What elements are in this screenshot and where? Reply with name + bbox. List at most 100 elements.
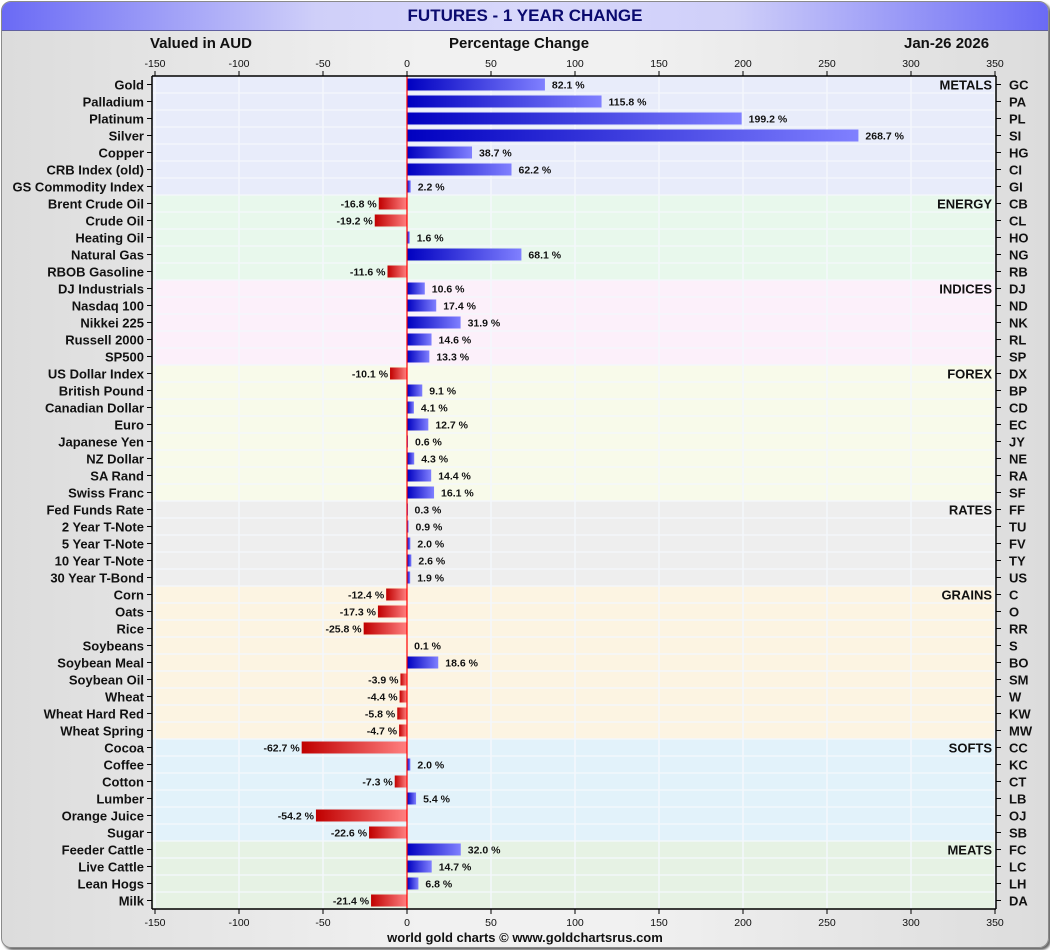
ticker-code: DX <box>1009 367 1027 382</box>
x-tick-label-top: 250 <box>818 58 836 70</box>
category-label: Wheat Hard Red <box>44 707 144 722</box>
bar-si <box>407 129 859 142</box>
data-label-nk: 31.9 % <box>468 318 501 330</box>
ticker-code: ND <box>1009 299 1028 314</box>
x-tick-label-bottom: 250 <box>818 917 836 929</box>
group-label-energy: ENERGY <box>937 197 992 212</box>
data-label-gc: 82.1 % <box>552 80 585 92</box>
ticker-code: SP <box>1009 350 1027 365</box>
x-tick-label-top: -50 <box>315 58 330 70</box>
bar-cd <box>407 401 414 414</box>
bar-fv <box>407 537 411 550</box>
ticker-code: CL <box>1009 214 1026 229</box>
bar-ng <box>407 248 522 261</box>
ticker-code: LB <box>1009 792 1026 807</box>
bar-w <box>399 690 407 703</box>
x-tick-label-bottom: 50 <box>485 917 497 929</box>
bar-nk <box>407 316 461 329</box>
bar-lh <box>407 877 419 890</box>
bar-fc <box>407 843 461 856</box>
group-band-rates <box>152 501 996 586</box>
bar-ec <box>407 418 429 431</box>
bar-ty <box>407 554 412 567</box>
group-band-energy <box>152 195 996 280</box>
group-label-grains: GRAINS <box>941 588 992 603</box>
bar-ci <box>407 163 512 176</box>
ticker-code: C <box>1009 588 1019 603</box>
category-label: 10 Year T-Note <box>55 554 144 569</box>
category-label: Crude Oil <box>85 214 144 229</box>
data-label-ng: 68.1 % <box>528 250 561 262</box>
ticker-code: RR <box>1009 622 1028 637</box>
category-label: US Dollar Index <box>48 367 145 382</box>
data-label-rb: -11.6 % <box>350 267 386 279</box>
ticker-code: LC <box>1009 860 1027 875</box>
bar-cl <box>374 214 407 227</box>
category-label: Coffee <box>104 758 144 773</box>
data-label-lb: 5.4 % <box>423 794 451 806</box>
ticker-code: CC <box>1009 741 1028 756</box>
data-label-cd: 4.1 % <box>421 403 449 415</box>
category-label: Sugar <box>107 826 144 841</box>
bar-o <box>377 605 407 618</box>
bar-pa <box>407 95 602 108</box>
x-tick-label-bottom: 350 <box>986 917 1004 929</box>
category-label: Copper <box>99 146 145 161</box>
bar-sf <box>407 486 435 499</box>
category-label: Live Cattle <box>78 860 144 875</box>
data-label-hg: 38.7 % <box>479 148 512 160</box>
group-label-meats: MEATS <box>947 843 992 858</box>
data-label-rr: -25.8 % <box>325 624 362 636</box>
ticker-code: TU <box>1009 520 1026 535</box>
data-label-sp: 13.3 % <box>436 352 469 364</box>
data-label-ho: 1.6 % <box>417 233 445 245</box>
bar-mw <box>399 724 407 737</box>
data-label-ff: 0.3 % <box>415 505 443 517</box>
category-label: Cotton <box>102 775 144 790</box>
bar-us <box>407 571 411 584</box>
ticker-code: SB <box>1009 826 1027 841</box>
data-label-cb: -16.8 % <box>341 199 378 211</box>
data-label-sb: -22.6 % <box>331 828 368 840</box>
category-label: Wheat Spring <box>60 724 144 739</box>
bar-dj <box>407 282 425 295</box>
category-label: Orange Juice <box>62 809 144 824</box>
bar-tu <box>407 520 409 533</box>
x-tick-label-bottom: 200 <box>734 917 752 929</box>
bar-c <box>386 588 407 601</box>
bar-ra <box>407 469 432 482</box>
group-label-forex: FOREX <box>947 367 992 382</box>
ticker-code: TY <box>1009 554 1026 569</box>
category-label: Swiss Franc <box>68 486 144 501</box>
category-label: 30 Year T-Bond <box>50 571 144 586</box>
ticker-code: US <box>1009 571 1027 586</box>
data-label-sf: 16.1 % <box>441 488 474 500</box>
data-label-ty: 2.6 % <box>418 556 446 568</box>
x-tick-label-bottom: 300 <box>902 917 920 929</box>
category-label: Oats <box>115 605 144 620</box>
data-label-si: 268.7 % <box>865 131 904 143</box>
ticker-code: BP <box>1009 384 1027 399</box>
x-tick-label-bottom: -50 <box>315 917 330 929</box>
category-label: Gold <box>114 78 144 93</box>
category-label: Milk <box>119 894 145 909</box>
bar-lb <box>407 792 417 805</box>
ticker-code: SF <box>1009 486 1026 501</box>
category-label: Soybean Meal <box>57 656 144 671</box>
bar-cb <box>378 197 407 210</box>
ticker-code: KC <box>1009 758 1028 773</box>
bar-lc <box>407 860 432 873</box>
currency-label: Valued in AUD <box>150 35 252 52</box>
ticker-code: EC <box>1009 418 1028 433</box>
data-label-sm: -3.9 % <box>368 675 399 687</box>
data-label-oj: -54.2 % <box>278 811 315 823</box>
bar-kc <box>407 758 411 771</box>
category-label: Soybeans <box>83 639 144 654</box>
ticker-code: CB <box>1009 197 1028 212</box>
x-tick-label-bottom: 150 <box>650 917 668 929</box>
ticker-code: CT <box>1009 775 1026 790</box>
category-label: Nasdaq 100 <box>72 299 144 314</box>
category-label: Wheat <box>105 690 145 705</box>
category-label: SP500 <box>105 350 144 365</box>
